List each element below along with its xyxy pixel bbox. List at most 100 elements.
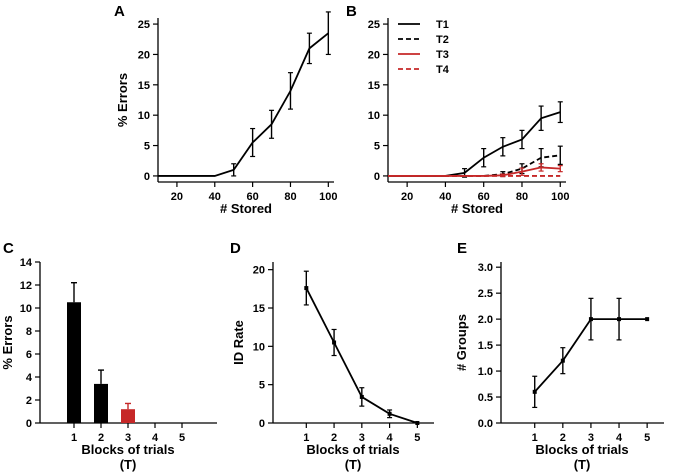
panel-e-xtick-label: 1 <box>532 432 538 444</box>
panel-c-xtick-label: 2 <box>98 432 104 444</box>
panel-c-ytick-label: 8 <box>26 326 32 338</box>
panel-d-point <box>332 340 337 345</box>
panel-b-xtick-label: 60 <box>478 191 490 203</box>
panel-b-legend-label: T2 <box>436 34 449 46</box>
panel-d-xlabel: Blocks of trials <box>306 442 399 457</box>
panel-c-bar <box>94 383 108 423</box>
panel-b-legend-label: T4 <box>436 64 450 76</box>
panel-e-point <box>532 389 537 394</box>
panel-e-xtick-label: 5 <box>644 432 650 444</box>
panel-a-ytick-label: 10 <box>138 110 150 122</box>
panel-a-xtick-label: 40 <box>209 191 221 203</box>
panel-a-ylabel: % Errors <box>115 73 130 127</box>
panel-e-xtick-label: 2 <box>560 432 566 444</box>
panel-e-ytick-label: 2.5 <box>478 288 493 300</box>
panel-c-bar <box>121 409 135 423</box>
panel-b-ytick-label: 10 <box>368 110 380 122</box>
panel-b-legend-label: T3 <box>436 49 449 61</box>
panel-c-xlabel: Blocks of trials <box>81 442 174 457</box>
panel-e: E 0.0 0.5 1.0 1.5 2.0 2.5 3.0 1 2 3 4 5 Blocks of tri… <box>454 240 664 472</box>
panel-d-xtick-label: 3 <box>359 432 365 444</box>
panel-b-ytick-label: 5 <box>374 141 380 153</box>
panel-b-ytick-label: 25 <box>368 19 380 31</box>
panel-b-legend-label: T1 <box>436 19 449 31</box>
panel-c-bar <box>67 302 81 423</box>
panel-c-ytick-label: 14 <box>20 257 33 269</box>
panel-d-letter: D <box>230 240 241 257</box>
panel-d-point <box>359 394 364 399</box>
panel-e-xlabel: Blocks of trials <box>535 442 628 457</box>
panel-e-ytick-label: 3.0 <box>478 262 493 274</box>
panel-b-xtick-label: 100 <box>551 191 569 203</box>
panel-a-xtick-label: 100 <box>319 191 337 203</box>
panel-c-xlabel-units: (T) <box>120 457 137 472</box>
panel-a-xtick-label: 20 <box>171 191 183 203</box>
panel-d-ytick-label: 5 <box>259 380 265 392</box>
panel-b-series-line <box>388 166 561 177</box>
panel-d-point <box>387 411 392 416</box>
panel-b-xlabel: # Stored <box>451 201 503 216</box>
panel-d-xtick-label: 4 <box>387 432 394 444</box>
panel-e-xtick-label: 3 <box>588 432 594 444</box>
panel-c-xtick-label: 1 <box>71 432 77 444</box>
panel-e-ytick-label: 2.0 <box>478 314 493 326</box>
panel-d: D 0 5 10 15 20 1 2 3 4 5 Blocks of trials(T) ID Rate <box>230 240 434 472</box>
panel-c-xtick-label: 4 <box>152 432 159 444</box>
panel-e-point <box>560 358 565 363</box>
panel-e-xtick-label: 4 <box>616 432 623 444</box>
panel-b-xtick-label: 80 <box>516 191 528 203</box>
panel-a: A 0 5 10 15 20 25 20 40 60 80 100 # Stored % Errors <box>114 3 338 216</box>
panel-b-ytick-label: 0 <box>374 171 380 183</box>
panel-c-letter: C <box>3 240 14 257</box>
panel-d-ylabel: ID Rate <box>231 320 246 365</box>
panel-e-xlabel-units: (T) <box>574 457 591 472</box>
panel-d-ytick-label: 10 <box>253 341 265 353</box>
panel-a-ytick-label: 0 <box>144 171 150 183</box>
panel-e-ytick-label: 1.5 <box>478 340 493 352</box>
panel-c-ytick-label: 4 <box>26 372 33 384</box>
panel-b-xtick-label: 20 <box>401 191 413 203</box>
panel-c-ytick-label: 10 <box>20 303 32 315</box>
panel-d-ytick-label: 0 <box>259 418 265 430</box>
panel-e-point <box>588 317 593 322</box>
panel-b-ytick-label: 15 <box>368 80 380 92</box>
panel-e-point <box>645 317 650 322</box>
panel-b-xtick-label: 40 <box>439 191 451 203</box>
panel-e-ylabel: # Groups <box>454 314 469 371</box>
panel-d-xtick-label: 1 <box>303 432 309 444</box>
panel-d-ytick-label: 20 <box>253 265 265 277</box>
panel-a-ytick-label: 5 <box>144 141 150 153</box>
panel-b-letter: B <box>346 3 357 20</box>
panel-d-point <box>304 286 309 291</box>
panel-c-ytick-label: 0 <box>26 418 32 430</box>
panel-a-xtick-label: 60 <box>246 191 258 203</box>
panel-e-letter: E <box>457 240 467 257</box>
panel-d-xlabel-units: (T) <box>345 457 362 472</box>
panel-b: B 0 5 10 15 20 25 20 40 60 80 100 T1 T2 T3 T4 # Stored <box>346 3 569 216</box>
panel-d-xtick-label: 2 <box>331 432 337 444</box>
panel-a-ytick-label: 20 <box>138 49 150 61</box>
panel-c-ylabel: % Errors <box>0 315 15 369</box>
panel-d-xtick-label: 5 <box>414 432 420 444</box>
panel-c-ytick-label: 12 <box>20 280 32 292</box>
panel-d-ytick-label: 15 <box>253 303 265 315</box>
panel-b-ytick-label: 20 <box>368 49 380 61</box>
panel-e-point <box>617 317 622 322</box>
panel-d-point <box>415 421 420 425</box>
panel-e-ytick-label: 0.0 <box>478 418 493 430</box>
panel-c-xtick-label: 3 <box>125 432 131 444</box>
panel-a-xtick-label: 80 <box>284 191 296 203</box>
panel-b-series-line <box>388 111 561 177</box>
panel-a-ytick-label: 15 <box>138 80 150 92</box>
panel-e-ytick-label: 0.5 <box>478 392 493 404</box>
panel-c-ytick-label: 6 <box>26 349 32 361</box>
panel-a-ytick-label: 25 <box>138 19 150 31</box>
panel-a-xlabel: # Stored <box>220 201 272 216</box>
panel-c-ytick-label: 2 <box>26 395 32 407</box>
panel-a-letter: A <box>114 3 125 20</box>
panel-c-xtick-label: 5 <box>179 432 185 444</box>
panel-e-ytick-label: 1.0 <box>478 366 493 378</box>
panel-a-series-line <box>158 32 329 177</box>
